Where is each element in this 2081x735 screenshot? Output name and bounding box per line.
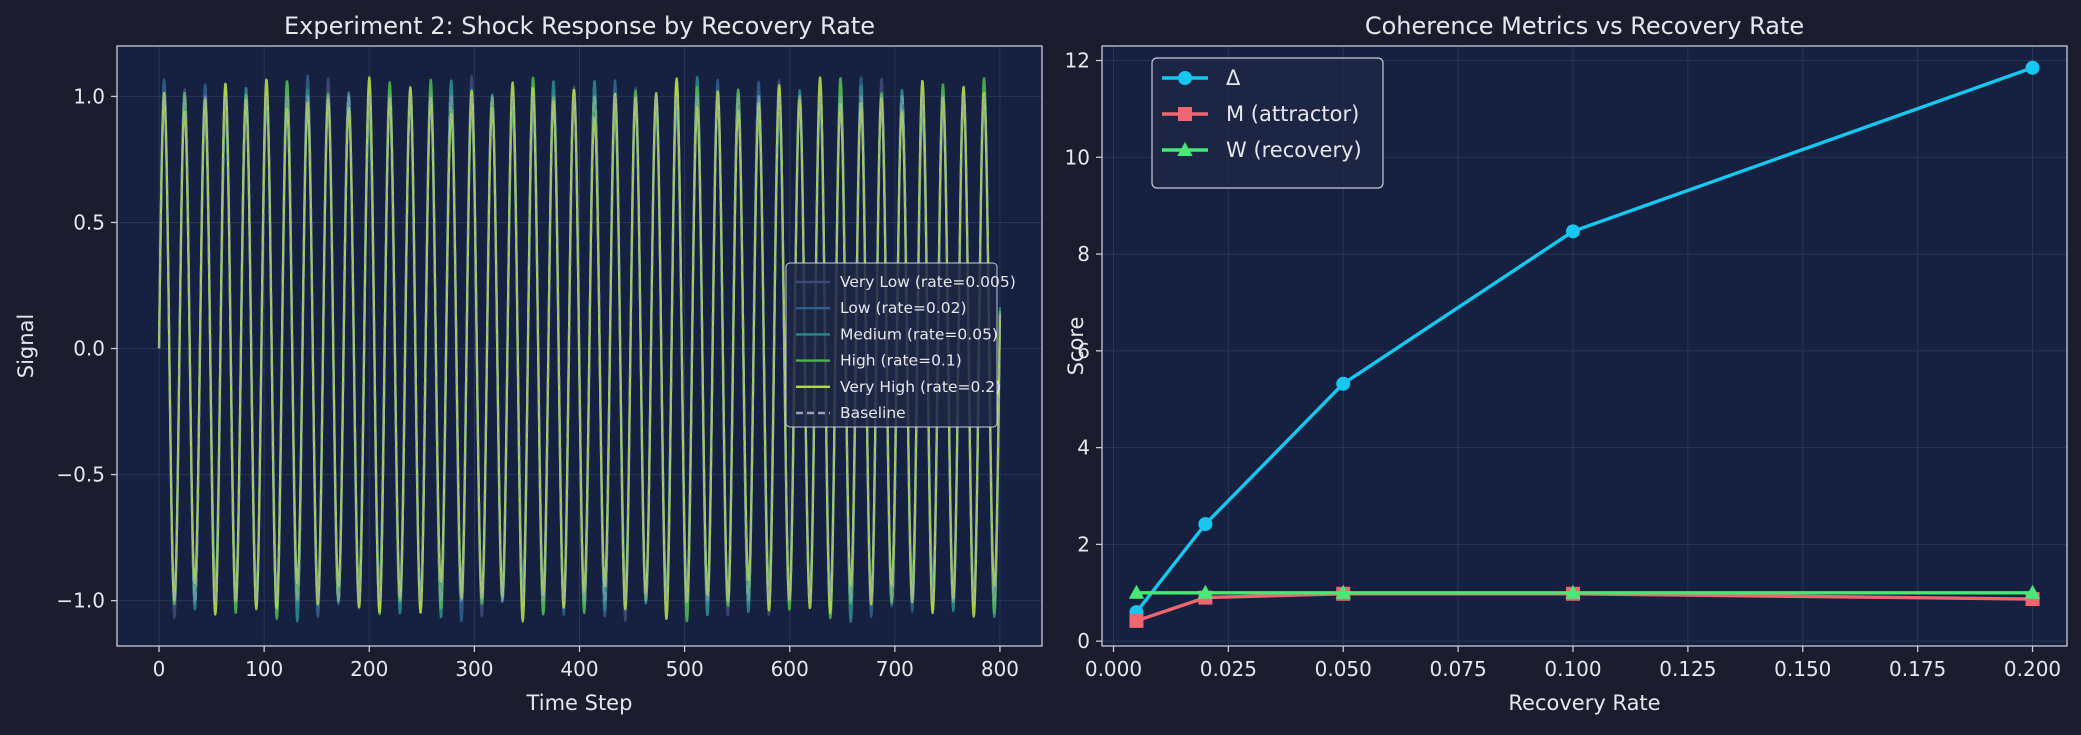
x-tick-label: 300 <box>455 657 493 681</box>
data-point <box>1128 584 1145 599</box>
legend-label: Very High (rate=0.2) <box>840 378 1001 396</box>
y-tick-label: −0.5 <box>56 463 105 487</box>
x-tick-label: 800 <box>981 657 1019 681</box>
legend-label: Low (rate=0.02) <box>840 299 967 317</box>
y-tick-label: 1.0 <box>73 84 105 108</box>
data-point <box>1335 584 1351 599</box>
left-chart-title: Experiment 2: Shock Response by Recovery… <box>284 12 875 40</box>
y-tick-label: 0.0 <box>73 337 105 361</box>
x-tick-label: 0.175 <box>1889 657 1946 681</box>
legend-label: Medium (rate=0.05) <box>840 325 998 343</box>
right-series-lines <box>1128 60 2041 628</box>
x-tick-label: 400 <box>560 657 598 681</box>
y-tick-label: 10 <box>1065 145 1090 169</box>
x-tick-label: 200 <box>350 657 388 681</box>
data-point <box>1565 584 1581 599</box>
left-chart: 0 100 200 300 400 500 600 700 800 −1.0 −0.5 0.0 0.5 1… <box>14 12 1043 715</box>
right-chart: 0.000 0.025 0.050 0.075 0.100 0.125 0.150 0.175… <box>1064 12 2068 715</box>
legend-marker <box>1178 107 1192 121</box>
x-tick-label: 0.100 <box>1544 657 1601 681</box>
legend-marker <box>1177 141 1193 156</box>
left-series-lines <box>157 74 1002 624</box>
left-y-axis-label: Signal <box>14 314 38 379</box>
y-tick-label: 12 <box>1065 49 1090 73</box>
data-point <box>1198 517 1213 532</box>
x-tick-label: 500 <box>666 657 704 681</box>
x-tick-label: 0.150 <box>1774 657 1831 681</box>
data-point <box>2025 60 2040 75</box>
x-tick-label: 0.125 <box>1659 657 1716 681</box>
legend-label: M (attractor) <box>1226 102 1359 126</box>
right-y-axis-label: Score <box>1064 317 1088 376</box>
right-ticks: 0.000 0.025 0.050 0.075 0.100 0.125 0.150 0.175… <box>1065 49 2062 681</box>
y-tick-label: 0.5 <box>73 210 105 234</box>
right-legend-box <box>1151 57 1384 189</box>
x-tick-label: 700 <box>876 657 914 681</box>
left-x-axis-label: Time Step <box>526 691 633 715</box>
y-tick-label: 8 <box>1077 242 1090 266</box>
legend-label: Δ <box>1226 66 1241 90</box>
right-legend: Δ M (attractor) W (recovery) <box>1151 57 1384 189</box>
y-tick-label: 4 <box>1077 436 1090 460</box>
x-tick-label: 0.075 <box>1429 657 1486 681</box>
data-point <box>1197 584 1214 599</box>
right-plot-frame <box>1101 45 2068 647</box>
series-line <box>157 95 1002 602</box>
x-tick-label: 0.025 <box>1200 657 1257 681</box>
legend-label: Very Low (rate=0.005) <box>840 273 1016 291</box>
y-tick-label: 2 <box>1077 532 1090 556</box>
x-tick-label: 0.000 <box>1085 657 1142 681</box>
legend-label: W (recovery) <box>1226 138 1362 162</box>
legend-marker <box>1178 71 1192 85</box>
data-point <box>1336 376 1351 391</box>
data-point <box>1566 224 1581 239</box>
legend-label: High (rate=0.1) <box>840 352 962 370</box>
x-tick-label: 100 <box>245 657 283 681</box>
x-tick-label: 0 <box>153 657 166 681</box>
data-point <box>1129 613 1144 628</box>
y-tick-label: 6 <box>1077 339 1090 363</box>
x-tick-label: 0.200 <box>2004 657 2061 681</box>
right-x-axis-label: Recovery Rate <box>1508 691 1660 715</box>
legend-label: Baseline <box>840 404 906 422</box>
data-point <box>2024 584 2041 599</box>
right-chart-title: Coherence Metrics vs Recovery Rate <box>1365 12 1804 40</box>
y-tick-label: 0 <box>1077 629 1090 653</box>
x-tick-label: 0.050 <box>1315 657 1372 681</box>
left-ticks: 0 100 200 300 400 500 600 700 800 −1.0 −0.5 0.0 0.5 1… <box>56 84 1019 681</box>
x-tick-label: 600 <box>771 657 809 681</box>
y-tick-label: −1.0 <box>56 589 105 613</box>
left-legend-box <box>785 262 998 428</box>
left-legend: Very Low (rate=0.005) Low (rate=0.02) Medi… <box>785 262 1016 428</box>
